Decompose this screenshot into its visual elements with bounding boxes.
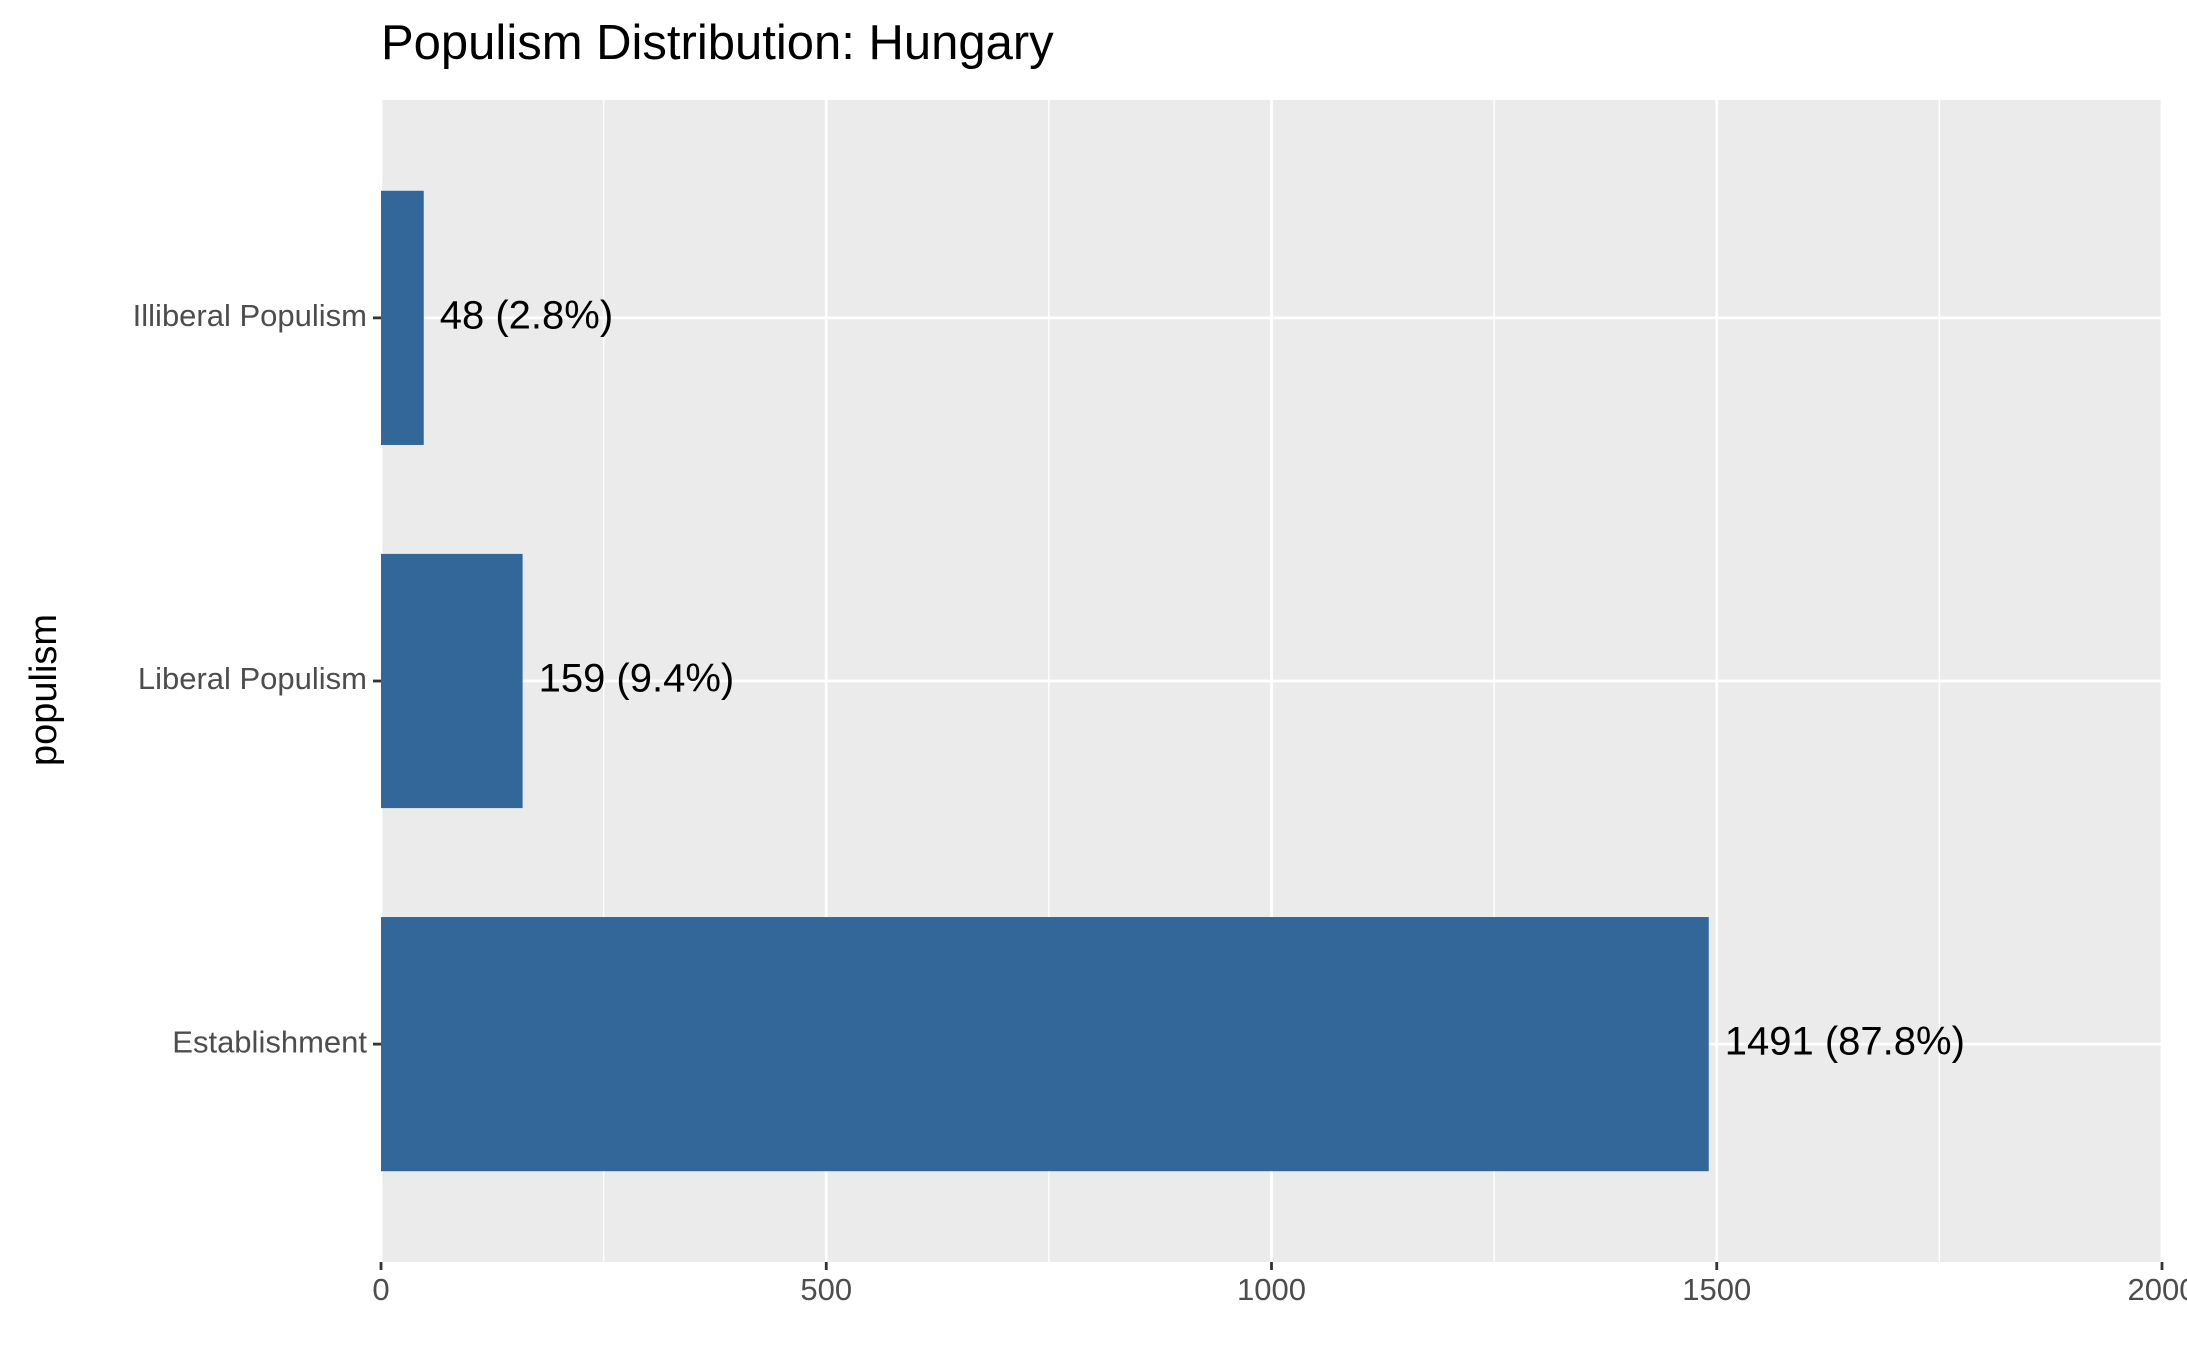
value-label: 48 (2.8%) (440, 293, 613, 337)
chart-title: Populism Distribution: Hungary (381, 16, 1054, 70)
bar (381, 190, 424, 445)
x-tick-label: 500 (800, 1272, 852, 1307)
value-label: 159 (9.4%) (539, 657, 735, 701)
x-tick-label: 1000 (1237, 1272, 1306, 1307)
y-axis-title: populism (23, 614, 65, 766)
x-tick-label: 2000 (2128, 1272, 2187, 1307)
y-tick-label: Illiberal Populism (133, 298, 367, 333)
value-label: 1491 (87.8%) (1725, 1020, 1965, 1064)
x-tick-label: 0 (372, 1272, 389, 1307)
y-tick-label: Liberal Populism (138, 661, 367, 696)
bar (381, 553, 523, 809)
bar (381, 917, 1709, 1172)
x-tick-label: 1500 (1682, 1272, 1751, 1307)
y-tick-label: Establishment (172, 1024, 367, 1059)
